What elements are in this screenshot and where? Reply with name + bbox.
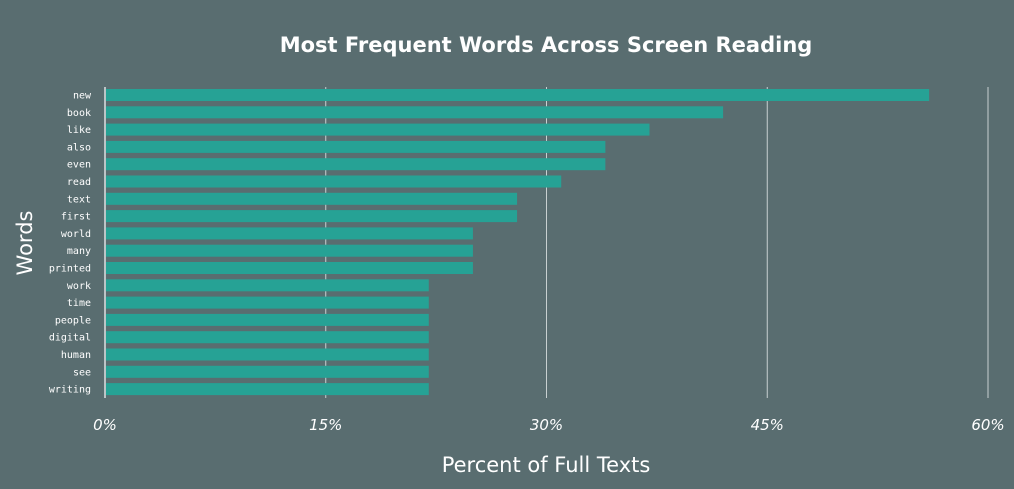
bar — [106, 296, 429, 309]
x-tick-label: 30% — [530, 416, 563, 434]
category-label: human — [61, 350, 91, 361]
category-label: work — [67, 281, 91, 292]
bar — [106, 279, 429, 292]
bars — [106, 89, 930, 396]
category-label: writing — [49, 385, 91, 396]
category-label: people — [55, 315, 91, 326]
bar — [106, 106, 724, 119]
category-label: world — [61, 229, 91, 240]
x-tick-label: 15% — [309, 416, 342, 434]
bar — [106, 348, 429, 361]
category-label: also — [67, 142, 91, 153]
category-label: read — [67, 177, 91, 188]
bar — [106, 89, 930, 101]
category-label: even — [67, 160, 91, 171]
category-labels: new book like also even read text first world man… — [49, 91, 92, 396]
bar — [106, 262, 473, 274]
category-label: printed — [49, 264, 91, 275]
chart-title: Most Frequent Words Across Screen Readin… — [279, 33, 813, 57]
bar — [106, 331, 429, 344]
category-label: book — [67, 108, 91, 119]
bar — [106, 313, 429, 326]
bar — [106, 383, 429, 396]
category-label: digital — [49, 333, 91, 344]
x-axis-label: Percent of Full Texts — [442, 453, 651, 477]
category-label: new — [73, 91, 92, 102]
bar — [106, 192, 518, 205]
bar — [106, 123, 650, 136]
bar — [106, 244, 473, 257]
bar — [106, 210, 518, 223]
bar — [106, 365, 429, 378]
bar — [106, 158, 606, 171]
x-tick-label: 0% — [93, 416, 117, 434]
bar — [106, 175, 562, 188]
bar — [106, 140, 606, 153]
y-axis-label: Words — [13, 211, 37, 276]
category-label: see — [73, 367, 91, 378]
category-label: first — [61, 212, 91, 223]
x-tick-labels: 0% 15% 30% 45% 60% — [93, 416, 1005, 434]
category-label: like — [67, 125, 91, 136]
x-tick-label: 60% — [971, 416, 1004, 434]
category-label: many — [67, 246, 91, 257]
category-label: time — [67, 298, 91, 309]
x-tick-label: 45% — [751, 416, 784, 434]
category-label: text — [67, 194, 91, 205]
bar — [106, 227, 473, 240]
gridlines — [104, 87, 989, 398]
